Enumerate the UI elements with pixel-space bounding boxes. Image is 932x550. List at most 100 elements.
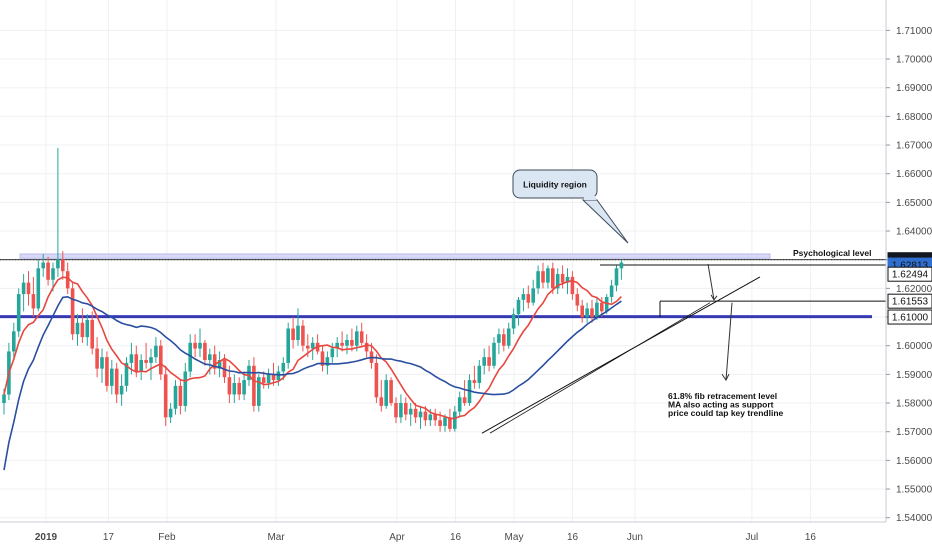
candle-body — [590, 308, 594, 318]
fib-note-pointer-head — [721, 373, 730, 382]
price-axis[interactable]: 1.54000 1.55000 1.56000 1.57000 1.58000 1.590… — [885, 0, 932, 524]
candle-body — [448, 417, 452, 429]
candle-body — [217, 360, 222, 369]
candle-body — [119, 385, 124, 395]
candle-body — [2, 394, 6, 404]
time-tick-label: 16 — [805, 532, 817, 543]
price-tag-label[interactable]: 1.62813 — [892, 261, 929, 272]
candle-body — [487, 357, 491, 366]
candle-body — [301, 325, 305, 346]
price-tag-bg[interactable] — [887, 266, 932, 282]
fast-moving-average-line — [3, 276, 622, 420]
candle-body — [85, 319, 90, 338]
candle-body — [477, 365, 482, 383]
candle-body — [212, 354, 217, 369]
price-tick-label: 1.60000 — [896, 341, 932, 352]
candle-body — [154, 345, 158, 358]
candle-body — [252, 365, 256, 406]
moving-averages — [3, 276, 622, 471]
candle-body — [31, 294, 36, 309]
price-tag-label[interactable]: 1.61553 — [892, 297, 929, 308]
candle-body — [555, 274, 560, 289]
candle-body — [443, 417, 447, 426]
candle-body — [21, 282, 26, 295]
price-tick-label: 1.69000 — [896, 83, 932, 94]
candle-body — [271, 374, 276, 381]
time-tick-label: 17 — [103, 532, 115, 543]
slow-moving-average-line — [3, 295, 622, 471]
candle-body — [492, 342, 496, 366]
candle-body — [46, 262, 50, 280]
candle-body — [614, 268, 619, 286]
candle-body — [551, 268, 555, 289]
candle-body — [511, 314, 516, 329]
candle-body — [139, 360, 143, 372]
price-tag-bg[interactable] — [887, 309, 932, 325]
candle-body — [257, 377, 261, 406]
candle-body — [462, 397, 467, 404]
candle-body — [129, 354, 134, 363]
candle-body — [286, 328, 290, 363]
candle-body — [144, 360, 148, 363]
price-tick-label: 1.66000 — [896, 169, 932, 180]
candle-body — [482, 357, 486, 366]
candle-body — [173, 385, 178, 409]
candle-body — [399, 403, 403, 418]
candle-body — [418, 411, 423, 418]
candle-body — [261, 377, 266, 383]
price-tag-bg[interactable] — [887, 293, 932, 309]
time-axis[interactable]: 2019 17 Feb Mar Apr 16 May 16 Jun Jul 16 — [0, 521, 886, 543]
candle-body — [237, 382, 241, 395]
candle-body — [124, 362, 129, 386]
price-tick-label: 1.55000 — [896, 485, 932, 496]
candle-body — [159, 345, 163, 375]
candle-body — [41, 262, 45, 269]
candle-body — [110, 368, 114, 386]
candle-body — [330, 348, 335, 358]
candle-body — [472, 380, 477, 383]
candle-body — [394, 403, 398, 418]
candle-body — [203, 342, 207, 361]
candle-body — [575, 294, 580, 306]
candle-body — [105, 357, 109, 386]
candle-body — [325, 357, 330, 366]
price-tick-label: 1.68000 — [896, 112, 932, 123]
time-tick-label: Mar — [267, 532, 285, 543]
time-tick-label: 16 — [450, 532, 462, 543]
price-tick-label: 1.54000 — [896, 513, 932, 524]
price-tick-label: 1.57000 — [896, 427, 932, 438]
price-tag-label[interactable]: 1.61000 — [892, 313, 929, 324]
candle-body — [163, 374, 168, 418]
candle-body — [619, 262, 624, 269]
price-tag-label[interactable]: 1.62494 — [892, 270, 929, 281]
candle-body — [134, 354, 139, 372]
candle-body — [565, 276, 570, 283]
candle-body — [266, 374, 271, 383]
candle-body — [580, 305, 584, 318]
candle-body — [428, 414, 433, 421]
candle-body — [193, 342, 197, 349]
liquidity-region-band — [19, 253, 771, 259]
candle-body — [310, 342, 315, 349]
time-tick-label: 2019 — [35, 532, 58, 543]
candle-body — [467, 380, 472, 404]
candle-body — [12, 331, 16, 352]
candle-body — [502, 334, 506, 346]
candle-body — [546, 268, 550, 283]
time-tick-label: Apr — [389, 532, 405, 543]
psychological-level-label: Psychological level — [793, 248, 871, 258]
candle-body — [595, 302, 599, 318]
price-tick-label: 1.71000 — [896, 26, 932, 37]
trendline-inner — [489, 302, 711, 434]
candle-body — [36, 268, 41, 309]
candle-body — [438, 420, 442, 426]
candle-body — [188, 342, 192, 372]
price-tick-label: 1.70000 — [896, 55, 932, 66]
candle-body — [149, 357, 153, 363]
candle-body — [70, 288, 75, 335]
candle-body — [95, 348, 99, 369]
candle-body — [227, 377, 232, 395]
time-tick-label: Jul — [746, 532, 759, 543]
candle-body — [65, 271, 70, 289]
